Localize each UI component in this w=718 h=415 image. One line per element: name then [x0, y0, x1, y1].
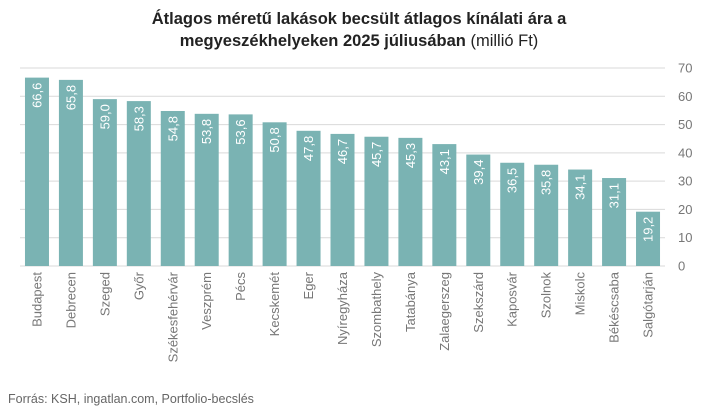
data-label: 53,6 [233, 119, 248, 144]
bar [194, 113, 219, 266]
category-label: Kaposvár [505, 271, 520, 327]
bar [330, 133, 355, 266]
y-tick-label: 70 [678, 61, 692, 76]
category-label: Székesfehérvár [165, 271, 180, 362]
title-line-2: megyeszékhelyeken 2025 júliusában [179, 32, 466, 50]
category-label: Békéscsaba [607, 271, 622, 343]
data-label: 35,8 [539, 170, 554, 195]
data-label: 47,8 [301, 136, 316, 161]
bar [24, 77, 49, 266]
category-label: Veszprém [199, 272, 214, 330]
category-label: Kecskemét [267, 272, 282, 337]
title-line-1: Átlagos méretű lakások becsült átlagos k… [151, 10, 567, 28]
title-unit: (millió Ft) [470, 32, 539, 50]
y-tick-label: 60 [678, 89, 692, 104]
data-label: 45,7 [369, 142, 384, 167]
bar [636, 211, 661, 266]
data-label: 65,8 [63, 85, 78, 110]
category-label: Tatabánya [403, 271, 418, 332]
source-note: Forrás: KSH, ingatlan.com, Portfolio-bec… [8, 392, 254, 406]
y-tick-label: 40 [678, 145, 692, 160]
bar [228, 114, 253, 266]
data-label: 36,5 [505, 168, 520, 193]
data-label: 66,6 [29, 83, 44, 108]
y-axis-ticks: 0 10 20 30 40 50 60 70 [678, 61, 692, 274]
category-label: Budapest [29, 272, 44, 327]
category-label: Debrecen [63, 272, 78, 328]
bar [126, 101, 151, 266]
category-label: Szeged [97, 272, 112, 316]
bar [466, 154, 491, 266]
data-label: 58,3 [131, 106, 146, 131]
data-label: 46,7 [335, 139, 350, 164]
data-label: 45,3 [403, 143, 418, 168]
data-label: 59,0 [97, 104, 112, 129]
category-label: Szolnok [539, 272, 554, 319]
category-label: Zalaegerszeg [437, 272, 452, 351]
category-label: Szekszárd [471, 272, 486, 333]
data-label: 34,1 [573, 175, 588, 200]
data-label: 31,1 [607, 183, 622, 208]
data-label: 54,8 [165, 116, 180, 141]
data-label: 39,4 [471, 160, 486, 185]
bar-chart: 66,6 65,8 59,0 58,3 54,8 53,8 53,6 50,8 47,8 46,7… [20, 61, 692, 362]
bar [568, 169, 593, 266]
y-tick-label: 10 [678, 230, 692, 245]
category-label: Pécs [233, 272, 248, 301]
category-label: Győr [131, 271, 146, 300]
category-label: Miskolc [573, 272, 588, 316]
y-tick-label: 30 [678, 174, 692, 189]
data-label: 19,2 [641, 217, 656, 242]
bar [296, 130, 321, 266]
data-label: 53,8 [199, 119, 214, 144]
bar [534, 164, 559, 266]
bar [432, 144, 457, 266]
category-label: Nyíregyháza [335, 271, 350, 345]
chart-title: Átlagos méretű lakások becsült átlagos k… [0, 8, 718, 52]
bar [364, 136, 389, 266]
category-labels: Budapest Debrecen Szeged Győr Székesfehérvár… [29, 271, 655, 362]
data-label: 50,8 [267, 127, 282, 152]
category-label: Salgótarján [641, 272, 656, 338]
bar [398, 137, 423, 266]
bar [92, 99, 117, 266]
category-label: Szombathely [369, 272, 384, 348]
data-label: 43,1 [437, 149, 452, 174]
bars: 66,6 65,8 59,0 58,3 54,8 53,8 53,6 50,8 47,8 46,7… [24, 77, 661, 267]
y-tick-label: 0 [678, 259, 685, 274]
y-tick-label: 20 [678, 202, 692, 217]
bar [602, 178, 627, 266]
y-tick-label: 50 [678, 117, 692, 132]
bar [262, 122, 287, 267]
bar [500, 162, 525, 266]
bar [160, 110, 185, 266]
bar [58, 79, 83, 266]
category-label: Eger [301, 271, 316, 299]
